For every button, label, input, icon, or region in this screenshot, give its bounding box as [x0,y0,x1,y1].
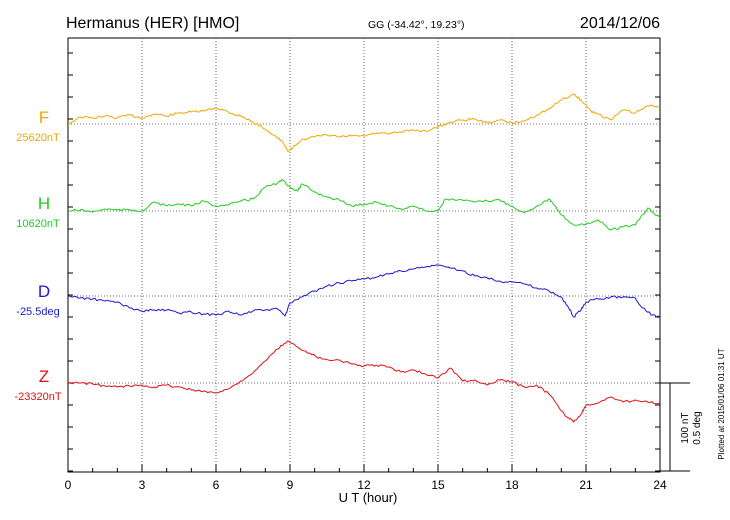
x-tick-label: 12 [357,478,371,492]
trace-d [67,264,661,318]
plot-date: 2014/12/06 [580,15,660,32]
series-label-h: H [38,194,50,213]
x-tick-label: 3 [139,478,146,492]
plotted-at-note: Plotted at 2015/01/06 01:31 UT [717,348,726,459]
baseline-value-d: -25.5deg [16,306,59,318]
x-tick-label: 9 [287,478,294,492]
x-tick-label: 15 [431,478,445,492]
x-tick-label: 18 [505,478,519,492]
x-tick-label: 24 [653,478,667,492]
vertical-gridlines [141,38,587,472]
scale-bar-nt-label: 100 nT [680,412,691,443]
x-axis-label: U T (hour) [339,490,398,505]
scale-bar: 100 nT 0.5 deg [660,382,703,472]
baseline-value-z: -23320nT [14,391,61,403]
station-title: Hermanus (HER) [HMO] [66,15,239,32]
series-label-f: F [39,108,49,127]
series-labels: F 25620nT H 10620nT D -25.5deg Z -23320nT [14,108,61,403]
station-coordinates: GG (-34.42°, 19.23°) [368,19,465,31]
x-tick-label: 0 [65,478,72,492]
series-label-d: D [38,282,50,301]
y-axis-ticks [68,52,660,472]
trace-f [67,93,661,153]
x-tick-label: 21 [579,478,593,492]
series-label-z: Z [39,367,49,386]
baseline-value-h: 10620nT [16,218,60,230]
x-axis-ticks: 0 3 6 9 12 15 18 21 24 [65,464,667,492]
scale-bar-deg-label: 0.5 deg [692,411,703,444]
trace-z [67,340,661,423]
baseline-value-f: 25620nT [16,132,60,144]
x-tick-label: 6 [213,478,220,492]
trace-h [67,178,661,231]
series-traces [67,93,661,423]
